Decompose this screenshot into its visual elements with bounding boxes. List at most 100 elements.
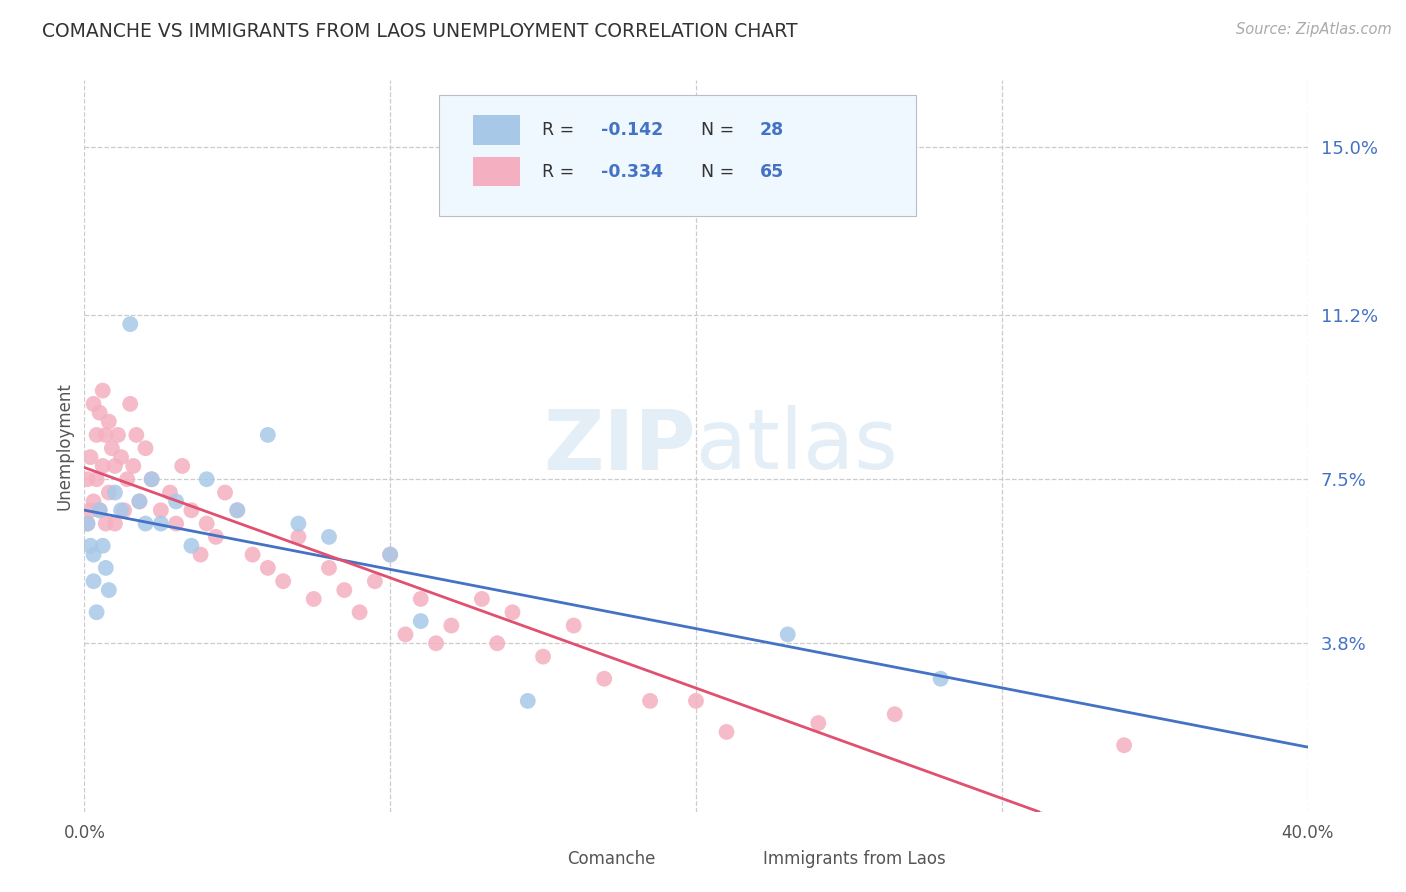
Point [165, 494, 187, 508]
Point [318, 561, 340, 575]
Point [149, 503, 172, 517]
Point [486, 636, 509, 650]
Point [76, 516, 98, 531]
Point [333, 583, 356, 598]
Point [76, 516, 98, 531]
Point [135, 441, 157, 455]
FancyBboxPatch shape [524, 847, 560, 874]
Point [394, 627, 416, 641]
Point [79, 539, 101, 553]
FancyBboxPatch shape [474, 115, 520, 145]
Point [271, 574, 294, 589]
Point [112, 503, 135, 517]
Point [107, 428, 129, 442]
Text: -0.142: -0.142 [600, 121, 662, 139]
Point [226, 503, 249, 517]
Point [440, 618, 463, 632]
Point [425, 636, 447, 650]
Point [94, 428, 117, 442]
Text: 28: 28 [759, 121, 783, 139]
Point [471, 591, 494, 606]
Text: ZIP: ZIP [544, 406, 696, 486]
Point [128, 494, 150, 508]
Point [89, 406, 111, 420]
Point [94, 516, 117, 531]
Point [638, 694, 661, 708]
Point [91, 539, 114, 553]
Point [883, 707, 905, 722]
Point [364, 574, 387, 589]
Point [685, 694, 707, 708]
Point [97, 415, 120, 429]
Point [159, 485, 181, 500]
Point [122, 458, 145, 473]
Point [380, 548, 402, 562]
Text: R =: R = [541, 121, 579, 139]
Point [104, 516, 127, 531]
Point [128, 494, 150, 508]
Point [190, 548, 212, 562]
Point [86, 472, 108, 486]
Point [86, 428, 108, 442]
Point [86, 605, 108, 619]
Point [562, 618, 585, 632]
Point [104, 485, 127, 500]
Point [409, 614, 432, 628]
Point [257, 428, 280, 442]
Point [97, 485, 120, 500]
Point [104, 458, 127, 473]
Point [120, 317, 142, 331]
Text: Immigrants from Laos: Immigrants from Laos [763, 850, 946, 868]
Point [318, 530, 340, 544]
Text: COMANCHE VS IMMIGRANTS FROM LAOS UNEMPLOYMENT CORRELATION CHART: COMANCHE VS IMMIGRANTS FROM LAOS UNEMPLO… [42, 22, 797, 41]
Point [1114, 738, 1136, 752]
Point [110, 450, 132, 464]
Y-axis label: Unemployment: Unemployment [55, 382, 73, 510]
Text: atlas: atlas [696, 406, 897, 486]
Point [531, 649, 554, 664]
Text: N =: N = [700, 121, 740, 139]
Point [214, 485, 236, 500]
Point [195, 472, 218, 486]
Point [79, 450, 101, 464]
Point [135, 516, 157, 531]
Point [776, 627, 799, 641]
Point [929, 672, 952, 686]
Point [716, 725, 738, 739]
Text: 65: 65 [759, 162, 783, 181]
Point [180, 503, 202, 517]
Point [195, 516, 218, 531]
Point [349, 605, 371, 619]
Point [409, 591, 432, 606]
Point [302, 591, 325, 606]
Point [115, 472, 138, 486]
FancyBboxPatch shape [720, 847, 755, 874]
Point [807, 716, 830, 731]
Point [172, 458, 194, 473]
Point [83, 397, 105, 411]
FancyBboxPatch shape [439, 95, 917, 216]
Point [91, 458, 114, 473]
Point [83, 548, 105, 562]
Point [165, 516, 187, 531]
Point [257, 561, 280, 575]
Point [141, 472, 163, 486]
Point [89, 503, 111, 517]
Text: -0.334: -0.334 [600, 162, 662, 181]
Point [110, 503, 132, 517]
Point [287, 516, 309, 531]
Point [101, 441, 124, 455]
Point [593, 672, 616, 686]
Point [287, 530, 309, 544]
Point [91, 384, 114, 398]
Point [502, 605, 524, 619]
Point [516, 694, 538, 708]
Point [141, 472, 163, 486]
Point [83, 494, 105, 508]
Point [180, 539, 202, 553]
Point [120, 397, 142, 411]
Point [76, 472, 98, 486]
Text: Source: ZipAtlas.com: Source: ZipAtlas.com [1236, 22, 1392, 37]
Point [125, 428, 148, 442]
Point [242, 548, 264, 562]
